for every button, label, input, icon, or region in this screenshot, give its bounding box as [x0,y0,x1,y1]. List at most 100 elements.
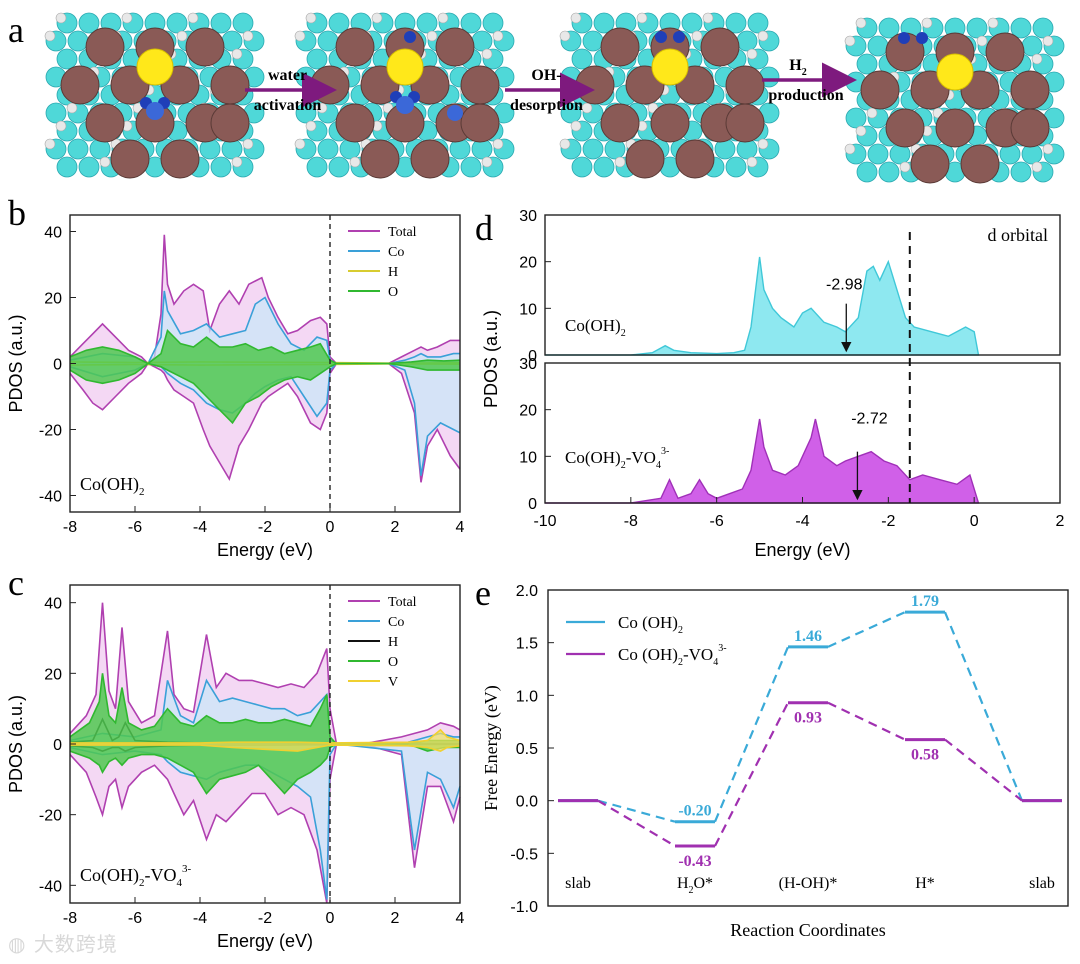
y-tick-label: 0.0 [516,794,538,811]
pdos-fill-v-neg [70,744,460,752]
watermark-text: 大数跨境 [33,932,118,956]
legend-label: Co (OH)2 [618,613,683,636]
hydrogen-atom [559,138,571,150]
oxygen-atom [328,12,350,34]
oxygen-atom [747,12,769,34]
cobalt-atom [460,65,500,105]
chart-title: d orbital [988,225,1049,245]
legend-label-h: H [388,265,398,280]
x-tick-label: -2 [258,910,272,927]
cobalt-atom [600,27,640,67]
y-tick-label: -0.5 [510,846,538,863]
x-tick-label: 2 [1056,513,1065,530]
panel-letter: c [8,563,24,603]
cobalt-atom [960,144,1000,184]
oh-atom [447,105,463,121]
y-tick-label: 0.5 [516,741,538,758]
panel-letter: d [475,208,493,248]
y-tick-label: -40 [39,489,62,506]
d-orbital-area-2 [545,418,980,504]
y-tick-label: 10 [519,301,537,318]
pdos-line-o-neg [69,362,460,425]
energy-connector [943,611,1024,802]
oxygen-atom [1010,17,1032,39]
hydrogen-atom [231,156,243,168]
hydrogen-atom [492,138,504,150]
oxygen-atom [78,12,100,34]
hydrogen-atom [99,156,111,168]
cobalt-atom [360,139,400,179]
y-tick-label: -20 [39,423,62,440]
hydrogen-atom [231,48,243,60]
oxygen-atom [166,12,188,34]
oxygen-atom [1032,17,1054,39]
legend-label-co: Co [388,615,404,630]
hydrogen-atom [481,156,493,168]
cobalt-atom [985,32,1025,72]
cobalt-atom [85,103,125,143]
cobalt-atom [210,103,250,143]
hydrogen-atom [121,12,133,24]
hydrogen-atom [176,30,188,42]
x-tick-label: 2 [391,910,400,927]
slab-1 [44,12,265,179]
oxygen-atom [681,12,703,34]
energy-connector [827,611,906,648]
energy-connector [714,702,789,847]
cobalt-atom [675,139,715,179]
y-tick-label: 10 [519,449,537,466]
pdos-fill-o-neg [70,744,460,794]
step-label-top: water [268,67,307,84]
y-tick-label: 20 [519,255,537,272]
panel-e: e -1.0 -0.5 0.0 0.5 1.0 1.5 2.0 slab H2O* (H-OH)* H… [475,573,1069,940]
cobalt-atom [1010,108,1050,148]
x-axis-title: Energy (eV) [217,931,313,951]
hydrogen-atom [66,102,78,114]
hydrogen-atom [294,30,306,42]
hydrogen-atom [976,35,988,47]
hydrogen-atom [349,156,361,168]
water-o-atom [396,96,414,114]
y-tick-label: -20 [39,808,62,825]
legend-label-total: Total [388,225,417,240]
y-tick-label: 30 [519,208,537,225]
x-tick-label: 4 [456,910,465,927]
category-label: H2O* [677,875,713,896]
panel-letter: e [475,573,491,613]
hydrogen-atom [305,12,317,24]
hydrogen-atom [44,138,56,150]
pdos-fill-o-pos [70,673,460,744]
oxygen-atom [328,156,350,178]
panel-letter: b [8,193,26,233]
legend-label-v: V [388,675,398,690]
oxygen-atom [210,12,232,34]
step-label-top: OH- [531,67,561,84]
pdos-line-o-neg [69,743,460,795]
oxygen-atom [221,30,243,52]
oxygen-atom [571,48,593,70]
cobalt-atom [885,108,925,148]
pdos-line-v-neg [70,744,461,752]
legend-label: Co (OH)2-VO43- [618,643,727,668]
x-tick-label: 0 [326,910,335,927]
oxygen-atom [56,48,78,70]
x-tick-label: -8 [624,513,638,530]
oxygen-atom [232,12,254,34]
cobalt-atom [1010,70,1050,110]
x-tick-label: -8 [63,910,77,927]
oxygen-atom [878,17,900,39]
oxygen-atom [45,102,67,124]
pdos-line-co-pos [69,290,460,365]
pdos-line-total-pos [69,234,460,365]
cobalt-atom [910,144,950,184]
y-axis-title: PDOS (a.u.) [481,310,501,408]
y-tick-label: 0 [53,357,62,374]
x-tick-label: -4 [193,519,207,536]
legend-label-o: O [388,285,398,300]
cobalt-atom [335,27,375,67]
oxygen-atom [1021,35,1043,57]
hydrogen-atom [242,30,254,42]
y-tick-label: 20 [44,666,62,683]
watermark-icon: ◍ [8,932,34,956]
energy-value-label: 0.93 [794,710,822,727]
